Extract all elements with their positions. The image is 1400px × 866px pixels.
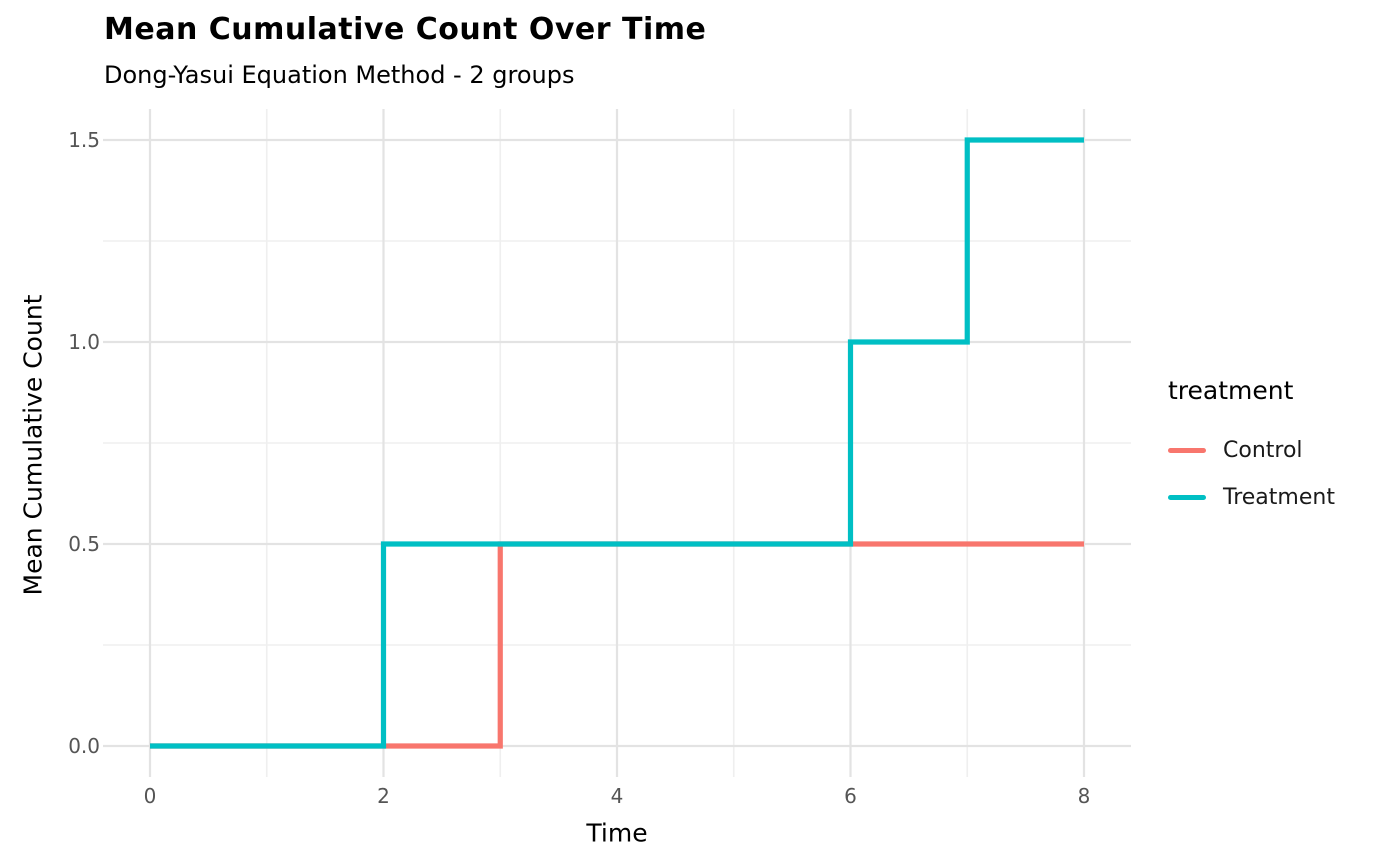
chart-subtitle: Dong-Yasui Equation Method - 2 groups	[104, 61, 575, 89]
y-tick-label: 1.5	[68, 128, 100, 152]
legend-swatch-control	[1168, 448, 1206, 453]
series-line-treatment	[150, 137, 1084, 749]
legend-item-label: Treatment	[1223, 485, 1335, 510]
legend-item-control: Control	[1168, 427, 1335, 474]
legend-title: treatment	[1168, 376, 1294, 405]
legend-item-treatment: Treatment	[1168, 474, 1335, 521]
x-tick-label: 2	[377, 784, 390, 808]
y-axis-title: Mean Cumulative Count	[18, 294, 48, 596]
x-tick-label: 4	[611, 784, 624, 808]
legend-item-label: Control	[1223, 438, 1303, 463]
legend: treatment Control Treatment	[1168, 376, 1335, 521]
legend-items: Control Treatment	[1168, 427, 1335, 521]
chart-title: Mean Cumulative Count Over Time	[104, 12, 707, 47]
legend-swatch-treatment	[1168, 495, 1206, 500]
y-tick-label: 0.0	[68, 734, 100, 758]
x-axis-title: Time	[586, 818, 648, 848]
x-tick-label: 8	[1078, 784, 1091, 808]
x-tick-label: 0	[144, 784, 157, 808]
y-tick-label: 0.5	[68, 532, 100, 556]
x-tick-label: 6	[844, 784, 857, 808]
y-tick-label: 1.0	[68, 330, 100, 354]
